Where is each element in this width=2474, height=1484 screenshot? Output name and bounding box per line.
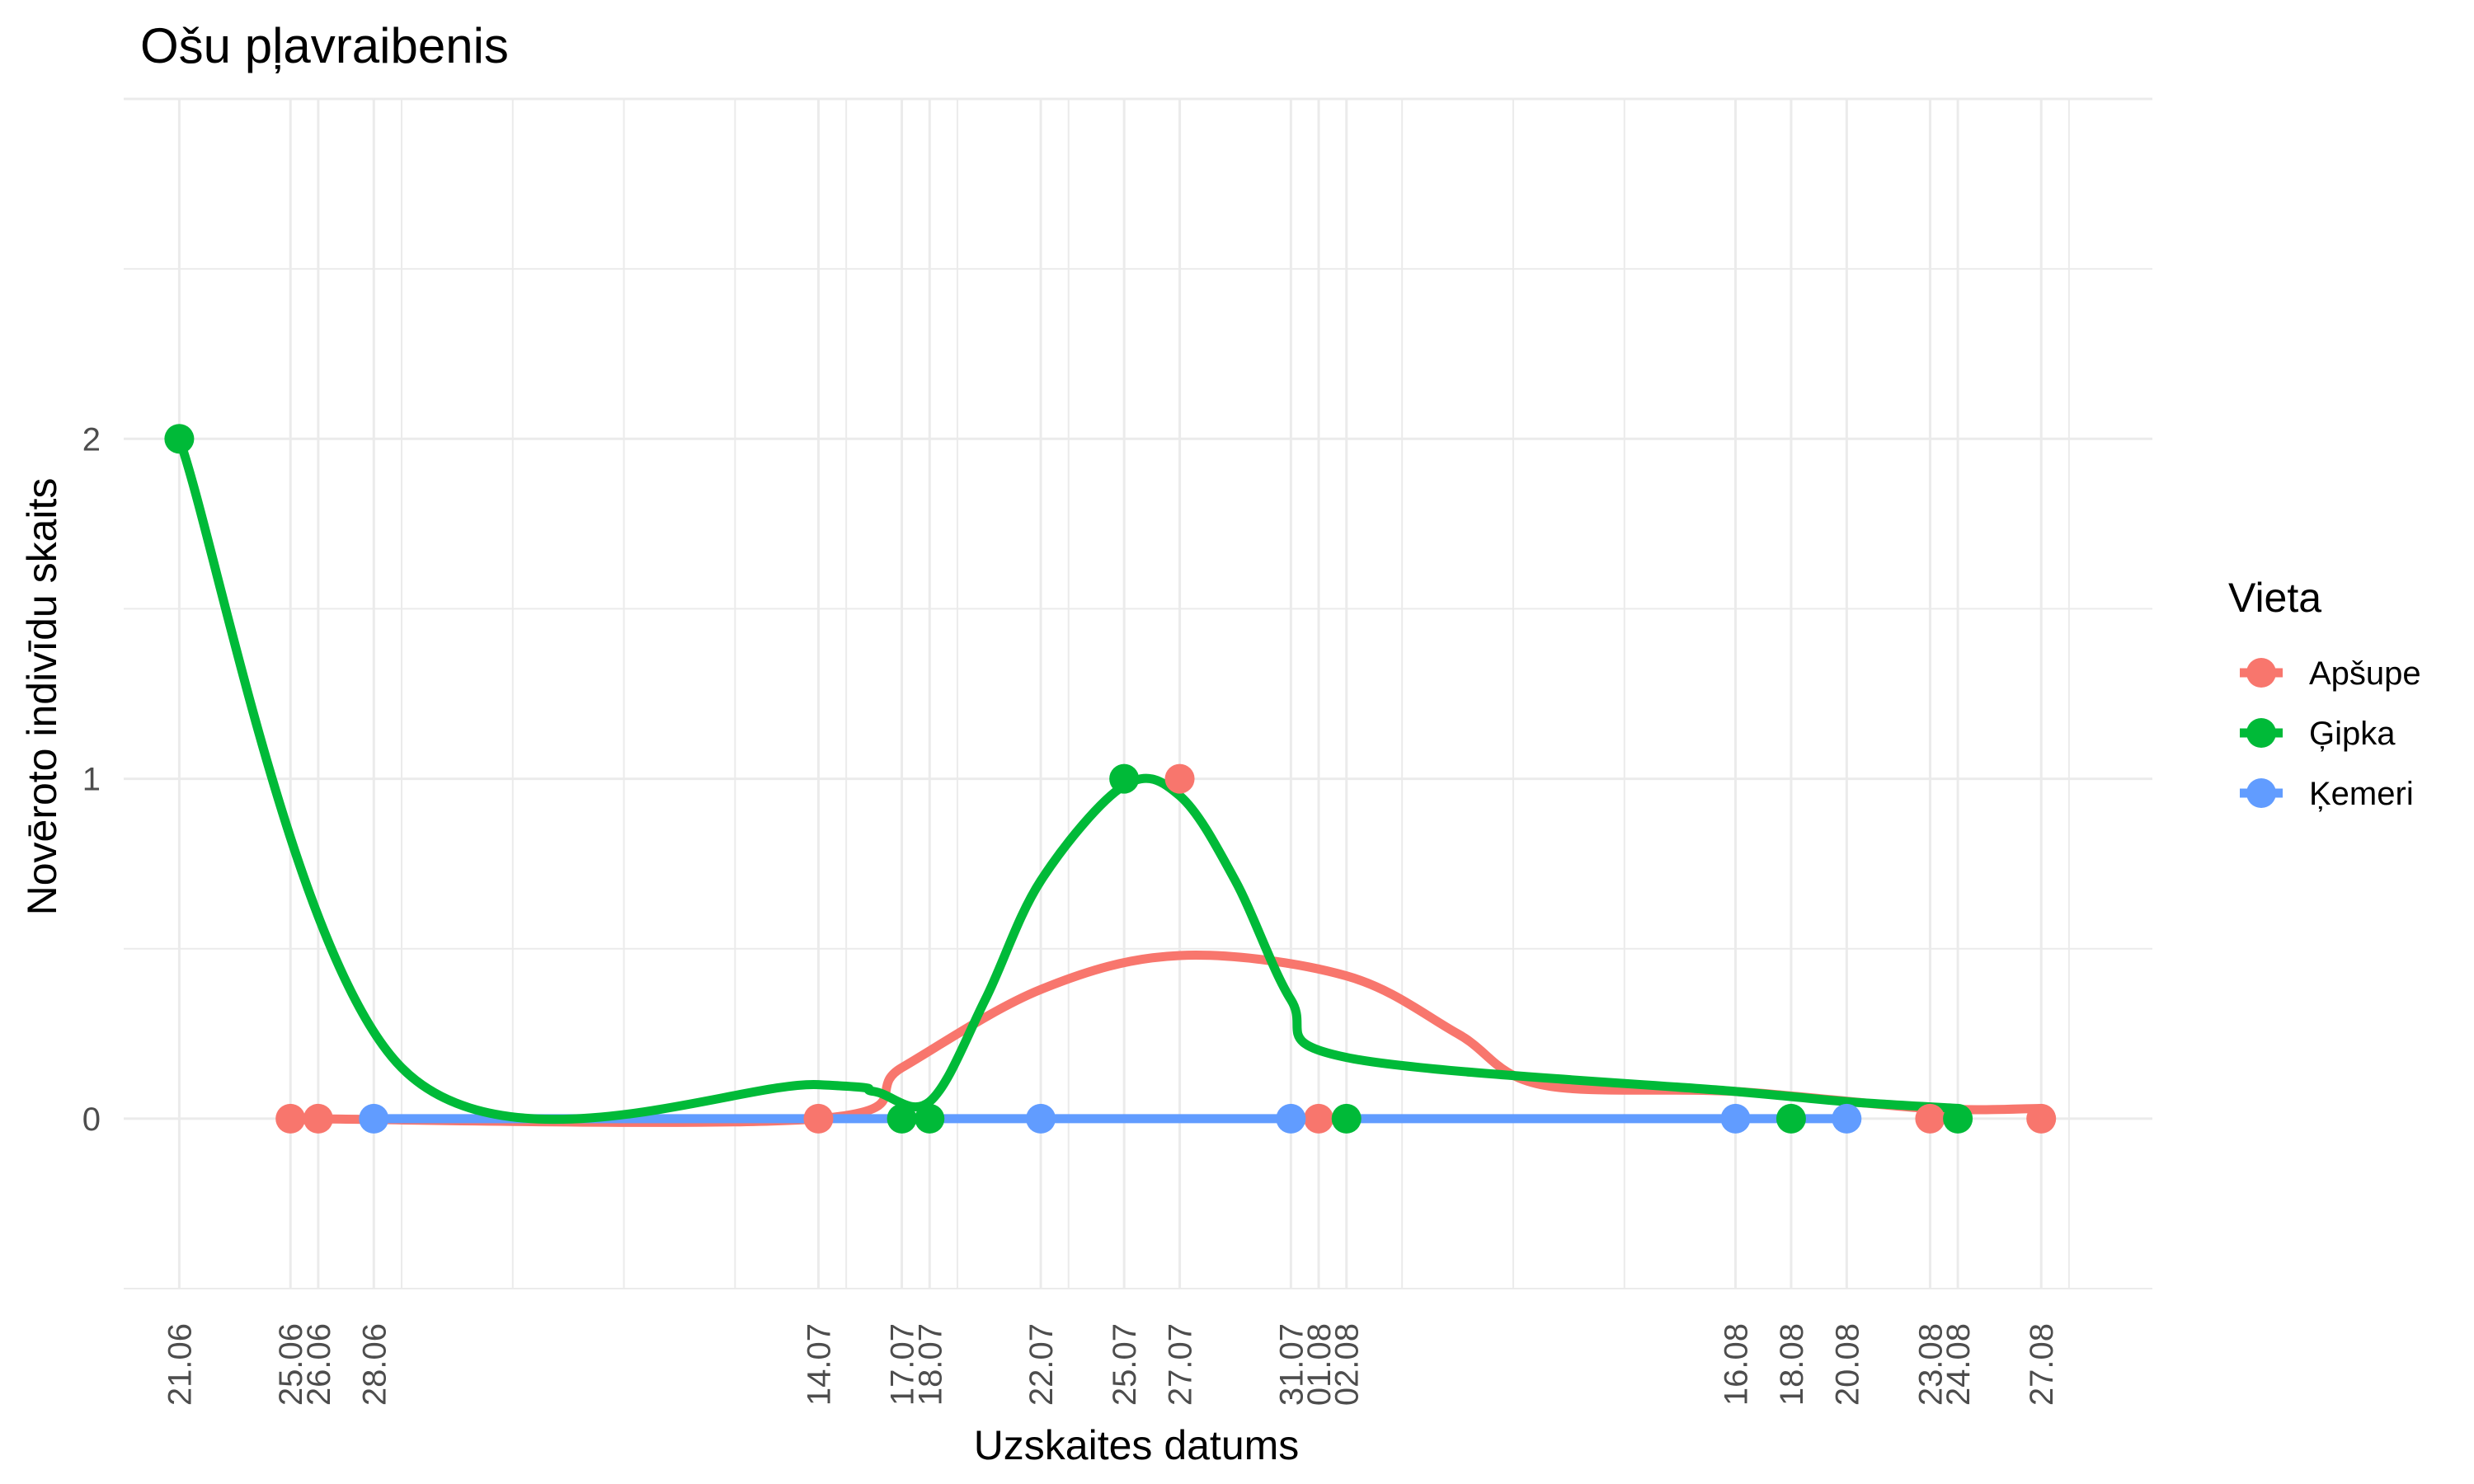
legend-swatch-dot bbox=[2246, 718, 2276, 748]
data-point-2 bbox=[887, 1103, 917, 1134]
legend-swatch-dot bbox=[2246, 778, 2276, 808]
data-point-3 bbox=[1026, 1103, 1056, 1134]
chart-title: Ošu pļavraibenis bbox=[140, 18, 509, 73]
y-tick-label: 2 bbox=[82, 421, 101, 458]
x-tick-label: 23.08 bbox=[1912, 1323, 1949, 1406]
x-tick-label: 01.08 bbox=[1301, 1323, 1338, 1406]
x-tick-label: 28.06 bbox=[356, 1323, 393, 1406]
x-tick-label: 16.08 bbox=[1719, 1323, 1755, 1406]
y-axis-ticks: 0 1 2 bbox=[82, 421, 101, 1138]
x-tick-label: 17.07 bbox=[885, 1323, 921, 1406]
x-tick-label: 18.08 bbox=[1774, 1323, 1810, 1406]
data-points bbox=[164, 424, 2057, 1134]
y-axis-title: Novēroto indivīdu skaits bbox=[19, 478, 65, 916]
x-tick-label: 27.07 bbox=[1163, 1323, 1199, 1406]
data-point-2 bbox=[1776, 1103, 1806, 1134]
legend-swatch-dot bbox=[2246, 658, 2276, 688]
data-point-2 bbox=[1331, 1103, 1362, 1134]
legend: Vieta Apšupe Ģipka Ķemeri bbox=[2228, 575, 2421, 812]
data-point-1 bbox=[303, 1103, 333, 1134]
y-tick-label: 1 bbox=[82, 762, 101, 798]
legend-label: Apšupe bbox=[2309, 655, 2421, 692]
x-tick-label: 25.06 bbox=[273, 1323, 309, 1406]
data-point-2 bbox=[164, 424, 195, 454]
x-tick-label: 18.07 bbox=[912, 1323, 948, 1406]
legend-label: Ķemeri bbox=[2309, 776, 2414, 812]
x-tick-label: 21.06 bbox=[162, 1323, 198, 1406]
x-tick-label: 22.07 bbox=[1023, 1323, 1060, 1406]
data-point-3 bbox=[359, 1103, 389, 1134]
data-point-1 bbox=[803, 1103, 834, 1134]
data-point-1 bbox=[2026, 1103, 2057, 1134]
data-point-2 bbox=[1943, 1103, 1973, 1134]
legend-item: Ķemeri bbox=[2240, 776, 2414, 812]
legend-label: Ģipka bbox=[2309, 716, 2396, 752]
data-point-1 bbox=[1164, 763, 1195, 794]
data-point-1 bbox=[275, 1103, 306, 1134]
data-point-1 bbox=[1915, 1103, 1945, 1134]
data-point-2 bbox=[915, 1103, 945, 1134]
trend-line-2 bbox=[174, 434, 1963, 1125]
x-tick-label: 25.07 bbox=[1107, 1323, 1143, 1406]
data-point-3 bbox=[1276, 1103, 1306, 1134]
x-tick-label: 20.08 bbox=[1829, 1323, 1865, 1406]
x-axis-title: Uzskaites datums bbox=[974, 1422, 1300, 1468]
y-tick-label: 0 bbox=[82, 1101, 101, 1138]
data-point-2 bbox=[1109, 763, 1140, 794]
legend-items: Apšupe Ģipka Ķemeri bbox=[2240, 655, 2421, 812]
legend-title: Vieta bbox=[2228, 575, 2321, 621]
x-tick-label: 24.08 bbox=[1940, 1323, 1977, 1406]
data-point-1 bbox=[1304, 1103, 1334, 1134]
data-point-3 bbox=[1720, 1103, 1751, 1134]
legend-item: Ģipka bbox=[2240, 716, 2396, 752]
legend-item: Apšupe bbox=[2240, 655, 2421, 692]
x-tick-label: 14.07 bbox=[801, 1323, 837, 1406]
x-tick-label: 31.07 bbox=[1273, 1323, 1310, 1406]
x-tick-label: 27.08 bbox=[2024, 1323, 2060, 1406]
x-tick-label: 26.06 bbox=[301, 1323, 337, 1406]
data-point-3 bbox=[1832, 1103, 1862, 1134]
x-tick-label: 02.08 bbox=[1329, 1323, 1366, 1406]
